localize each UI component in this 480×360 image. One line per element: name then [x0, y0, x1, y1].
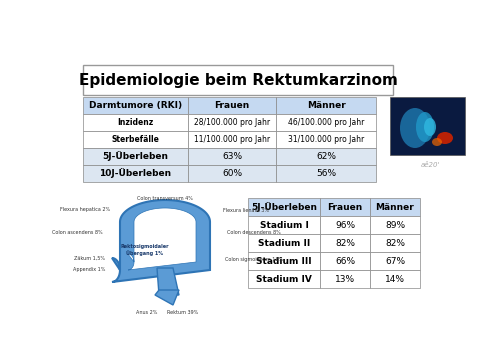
Bar — [83, 165, 188, 182]
Bar — [83, 65, 393, 95]
Bar — [188, 131, 276, 148]
Text: Stadium III: Stadium III — [256, 256, 312, 266]
Text: Appendix 1%: Appendix 1% — [72, 267, 105, 273]
Text: Colon descendens 8%: Colon descendens 8% — [227, 230, 281, 234]
Text: Männer: Männer — [307, 101, 346, 110]
Bar — [390, 97, 465, 155]
Text: 31/100.000 pro Jahr: 31/100.000 pro Jahr — [288, 135, 364, 144]
Bar — [83, 131, 188, 148]
Polygon shape — [155, 290, 179, 305]
Bar — [248, 198, 320, 216]
Bar — [276, 97, 376, 114]
Bar — [370, 252, 420, 270]
Ellipse shape — [424, 118, 436, 136]
Bar — [320, 234, 370, 252]
Text: Stadium II: Stadium II — [258, 238, 310, 248]
Ellipse shape — [432, 138, 442, 146]
Text: Epidemiologie beim Rektumkarzinom: Epidemiologie beim Rektumkarzinom — [79, 72, 397, 87]
Bar — [248, 234, 320, 252]
Bar — [188, 97, 276, 114]
Text: Rektum 39%: Rektum 39% — [168, 310, 199, 315]
Text: 63%: 63% — [222, 152, 242, 161]
Text: 56%: 56% — [316, 169, 336, 178]
Bar — [320, 252, 370, 270]
Text: 62%: 62% — [316, 152, 336, 161]
Text: Darmtumore (RKI): Darmtumore (RKI) — [89, 101, 182, 110]
Polygon shape — [128, 208, 196, 270]
Bar — [248, 216, 320, 234]
Bar — [276, 165, 376, 182]
Bar — [370, 234, 420, 252]
Bar — [370, 270, 420, 288]
Text: 82%: 82% — [335, 238, 355, 248]
Text: Rektosigmoidaler
Übergang 1%: Rektosigmoidaler Übergang 1% — [121, 244, 169, 256]
Text: Colon transversum 4%: Colon transversum 4% — [137, 195, 193, 201]
Text: 10J-Überleben: 10J-Überleben — [99, 168, 171, 179]
Text: Frauen: Frauen — [327, 202, 362, 211]
Text: Frauen: Frauen — [215, 101, 250, 110]
Bar — [248, 252, 320, 270]
Bar — [188, 148, 276, 165]
Text: 46/100.000 pro Jahr: 46/100.000 pro Jahr — [288, 118, 364, 127]
Text: 28/100.000 pro Jahr: 28/100.000 pro Jahr — [194, 118, 270, 127]
Text: Colon sigmoideum 18%: Colon sigmoideum 18% — [225, 257, 283, 262]
Text: Flexura hepatica 2%: Flexura hepatica 2% — [60, 207, 110, 212]
Text: aê20': aê20' — [420, 162, 440, 168]
Text: Inzidenz: Inzidenz — [118, 118, 154, 127]
Ellipse shape — [437, 132, 453, 144]
Text: 13%: 13% — [335, 274, 355, 284]
Text: Colon ascendens 8%: Colon ascendens 8% — [52, 230, 103, 234]
Text: 96%: 96% — [335, 220, 355, 230]
Text: 89%: 89% — [385, 220, 405, 230]
Bar — [248, 270, 320, 288]
Text: 14%: 14% — [385, 274, 405, 284]
Text: 67%: 67% — [385, 256, 405, 266]
Bar — [276, 148, 376, 165]
Bar — [370, 216, 420, 234]
Text: 82%: 82% — [385, 238, 405, 248]
Bar — [320, 270, 370, 288]
Text: 66%: 66% — [335, 256, 355, 266]
Text: Männer: Männer — [376, 202, 414, 211]
Bar — [370, 198, 420, 216]
Text: Anus 2%: Anus 2% — [136, 310, 158, 315]
Bar — [320, 198, 370, 216]
Text: Sterbefälle: Sterbefälle — [111, 135, 159, 144]
Bar — [188, 114, 276, 131]
Polygon shape — [112, 200, 210, 282]
Text: Stadium IV: Stadium IV — [256, 274, 312, 284]
Polygon shape — [157, 268, 179, 295]
Bar — [83, 148, 188, 165]
Ellipse shape — [416, 112, 434, 142]
Text: Stadium I: Stadium I — [260, 220, 309, 230]
Bar — [276, 131, 376, 148]
Bar — [83, 114, 188, 131]
Text: 60%: 60% — [222, 169, 242, 178]
Bar — [276, 114, 376, 131]
Text: 11/100.000 pro Jahr: 11/100.000 pro Jahr — [194, 135, 270, 144]
Bar — [188, 165, 276, 182]
Text: Flexura lienalis 3%: Flexura lienalis 3% — [223, 207, 269, 212]
Text: 5J-Überleben: 5J-Überleben — [251, 202, 317, 212]
Bar — [320, 216, 370, 234]
Bar — [83, 97, 188, 114]
Text: Zäkum 1,5%: Zäkum 1,5% — [74, 256, 105, 261]
Ellipse shape — [400, 108, 430, 148]
Text: 5J-Überleben: 5J-Überleben — [103, 152, 168, 162]
